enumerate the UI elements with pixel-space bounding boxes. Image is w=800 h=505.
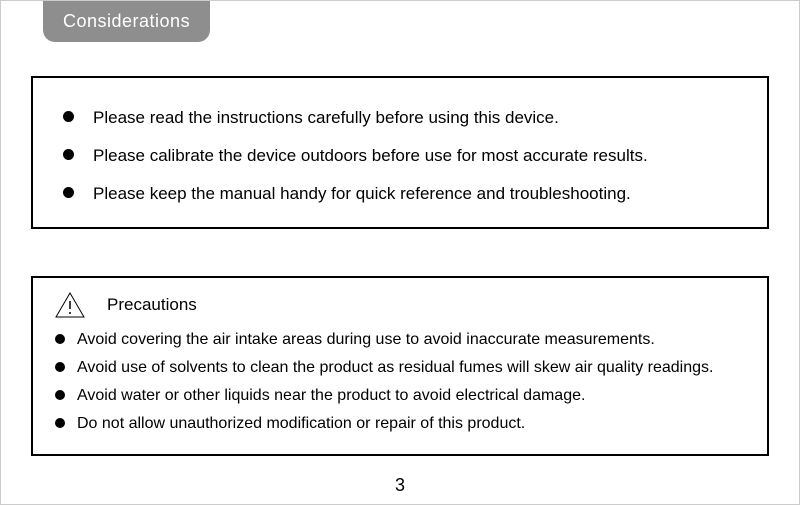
section-header-tab: Considerations [43,1,210,42]
precautions-list: Avoid covering the air intake areas duri… [55,328,745,436]
list-item: Avoid use of solvents to clean the produ… [55,356,745,380]
considerations-list: Please read the instructions carefully b… [63,106,737,205]
page-number: 3 [395,475,405,496]
warning-triangle-icon [55,292,85,318]
list-item: Please calibrate the device outdoors bef… [63,144,737,168]
precautions-box: Precautions Avoid covering the air intak… [31,276,769,456]
precautions-title: Precautions [107,295,197,315]
list-item: Please read the instructions carefully b… [63,106,737,130]
list-item: Avoid covering the air intake areas duri… [55,328,745,352]
list-item: Avoid water or other liquids near the pr… [55,384,745,408]
list-item: Please keep the manual handy for quick r… [63,182,737,206]
section-title: Considerations [63,11,190,31]
list-item: Do not allow unauthorized modification o… [55,412,745,436]
precautions-header: Precautions [55,292,745,318]
considerations-box: Please read the instructions carefully b… [31,76,769,229]
